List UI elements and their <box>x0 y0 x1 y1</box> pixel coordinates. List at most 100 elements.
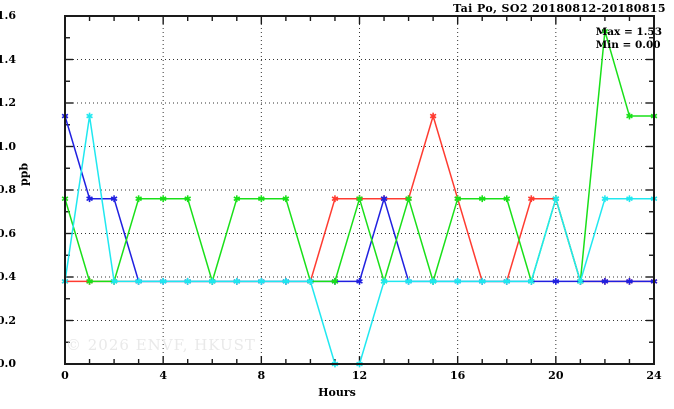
marker-spoke <box>135 196 142 202</box>
x-tick-label: 24 <box>646 369 662 382</box>
data-point-marker <box>356 277 363 285</box>
marker-spoke <box>159 196 167 202</box>
data-point-marker <box>380 277 388 285</box>
data-point-marker <box>356 195 363 203</box>
data-point-marker <box>159 195 167 203</box>
data-point-marker <box>257 277 265 285</box>
marker-spoke <box>478 278 486 284</box>
chart-title: Tai Po, SO2 20180812-20180815 <box>453 2 666 15</box>
data-point-marker <box>86 195 93 203</box>
marker-spoke <box>257 196 265 202</box>
y-tick-label: 1.2 <box>0 96 16 109</box>
y-tick-label: 0.2 <box>0 313 16 327</box>
marker-spoke <box>626 278 633 284</box>
x-tick-label: 20 <box>548 369 564 382</box>
data-point-marker <box>454 195 462 203</box>
y-tick-label: 1.0 <box>0 139 16 153</box>
marker-spoke <box>429 113 437 119</box>
marker-spoke <box>233 278 241 284</box>
data-point-marker <box>208 277 216 285</box>
data-point-marker <box>282 195 290 203</box>
legend-min-label: Min = <box>595 39 632 51</box>
data-point-marker <box>626 277 633 285</box>
y-tick-label: 0.8 <box>0 183 16 196</box>
marker-spoke <box>503 196 511 202</box>
y-tick-label: 0.6 <box>0 226 16 240</box>
x-axis-label: Hours <box>318 386 356 399</box>
marker-spoke <box>380 278 388 284</box>
marker-spoke <box>527 278 535 284</box>
data-point-marker <box>86 277 93 285</box>
data-point-marker <box>527 195 535 203</box>
data-point-marker <box>184 195 192 203</box>
data-point-marker <box>233 195 241 203</box>
y-tick-label: 0.0 <box>0 357 16 370</box>
marker-spoke <box>454 196 462 202</box>
marker-spoke <box>577 278 584 284</box>
x-tick-label: 12 <box>351 369 368 382</box>
marker-spoke <box>159 278 167 284</box>
marker-spoke <box>86 113 93 119</box>
marker-spoke <box>307 278 314 284</box>
data-point-marker <box>184 277 192 285</box>
marker-spoke <box>257 278 265 284</box>
data-point-marker <box>380 195 388 203</box>
data-point-marker <box>429 112 437 120</box>
series-layer <box>61 27 658 368</box>
data-point-marker <box>233 277 241 285</box>
legend-min-value: 0.00 <box>634 39 661 51</box>
data-point-marker <box>601 195 609 203</box>
data-point-marker <box>331 277 339 285</box>
x-tick-label: 4 <box>159 369 167 382</box>
data-point-marker <box>257 195 265 203</box>
data-point-marker <box>307 277 314 285</box>
legend-max-label: Max = <box>595 26 633 38</box>
legend-max-value: 1.53 <box>636 26 662 38</box>
x-tick-label: 8 <box>257 369 266 382</box>
marker-spoke <box>601 278 609 284</box>
data-point-marker <box>405 195 412 203</box>
data-point-marker <box>110 195 118 203</box>
marker-spoke <box>135 278 142 284</box>
data-point-marker <box>552 195 560 203</box>
marker-spoke <box>601 28 609 34</box>
data-point-marker <box>478 277 486 285</box>
data-point-marker <box>478 195 486 203</box>
plot-frame <box>64 15 655 365</box>
data-point-marker <box>577 277 584 285</box>
marker-spoke <box>233 196 241 202</box>
marker-spoke <box>478 196 486 202</box>
y-tick-label: 1.4 <box>0 52 16 66</box>
data-point-marker <box>527 277 535 285</box>
marker-spoke <box>86 278 93 284</box>
legend-box: Max = 1.53 Min = 0.00 <box>596 26 662 52</box>
marker-spoke <box>405 196 412 202</box>
data-point-marker <box>110 277 118 285</box>
data-point-marker <box>626 112 633 120</box>
marker-spoke <box>110 278 118 284</box>
data-point-marker <box>282 277 290 285</box>
data-point-marker <box>86 112 93 120</box>
data-point-marker <box>429 277 437 285</box>
marker-spoke <box>356 278 363 284</box>
data-point-marker <box>135 277 142 285</box>
marker-spoke <box>331 196 339 202</box>
marker-spoke <box>380 196 388 202</box>
marker-spoke <box>503 278 511 284</box>
marker-spoke <box>331 278 339 284</box>
marker-spoke <box>86 196 93 202</box>
data-point-marker <box>454 277 462 285</box>
marker-spoke <box>429 278 437 284</box>
data-point-marker <box>626 195 633 203</box>
data-point-marker <box>601 27 609 35</box>
marker-spoke <box>208 278 216 284</box>
marker-spoke <box>356 196 363 202</box>
marker-spoke <box>282 196 290 202</box>
data-point-marker <box>503 195 511 203</box>
marker-spoke <box>626 196 633 202</box>
data-point-marker <box>552 277 560 285</box>
marker-spoke <box>184 196 192 202</box>
y-axis-label: ppb <box>17 162 31 187</box>
marker-spoke <box>601 196 609 202</box>
y-tick-label: 0.4 <box>0 270 16 283</box>
